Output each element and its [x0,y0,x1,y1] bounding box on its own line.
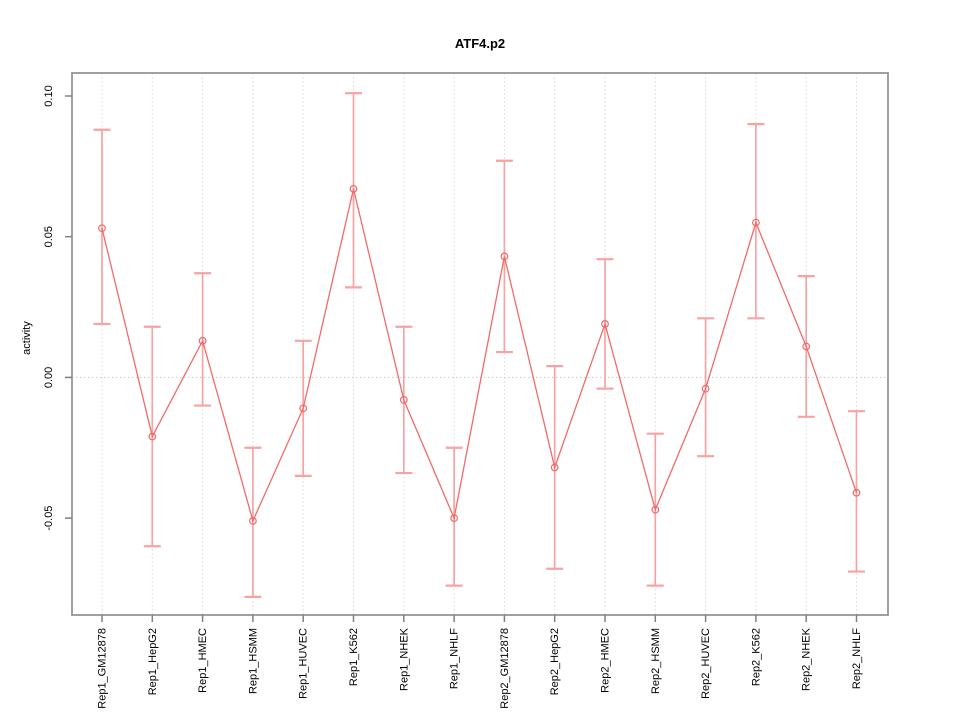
data-point [299,404,308,413]
x-category-label: Rep2_K562 [750,628,762,686]
x-category-label: Rep1_HMEC [197,628,209,693]
x-category-label: Rep1_K562 [348,628,360,686]
x-category-label: Rep1_HUVEC [298,628,310,699]
x-category-label: Rep1_NHEK [398,627,410,691]
x-category-label: Rep2_GM12878 [499,628,511,709]
x-category-label: Rep2_HepG2 [549,628,561,695]
data-point [651,505,660,514]
y-tick-label: 0.00 [43,367,55,388]
x-category-label: Rep1_NHLF [449,628,461,689]
data-point [349,184,358,193]
data-point [500,252,509,261]
plot-frame [71,72,889,616]
data-point [148,432,157,441]
x-category-label: Rep2_HMEC [600,628,612,693]
x-category-label: Rep2_NHEK [801,627,813,691]
data-point [98,224,106,233]
y-axis-label: activity [21,321,33,355]
data-point [198,336,207,345]
data-point [752,218,760,227]
data-point [601,320,609,328]
y-tick-label: 0.10 [43,85,55,106]
y-tick-label: -0.05 [43,506,55,531]
x-category-label: Rep1_HSMM [247,628,259,694]
data-point [450,514,459,522]
x-category-label: Rep2_NHLF [851,628,863,689]
x-category-label: Rep2_HSMM [650,628,662,694]
data-point [701,384,710,393]
x-category-label: Rep1_GM12878 [97,628,109,709]
y-tick-label: 0.05 [43,226,55,247]
data-point [399,396,408,404]
chart-title: ATF4.p2 [454,36,506,51]
x-category-label: Rep1_HepG2 [147,628,159,695]
data-point [852,488,861,497]
series-line [101,188,858,523]
data-point [248,517,257,525]
x-category-label: Rep2_HUVEC [700,628,712,699]
data-point [802,342,811,351]
data-point [550,463,559,472]
